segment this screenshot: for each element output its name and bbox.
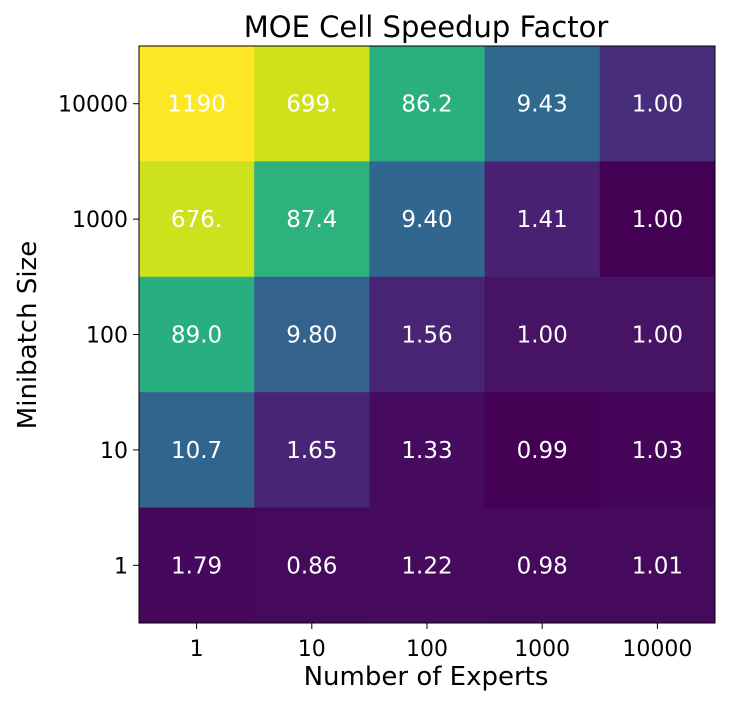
x-tick-label: 1 <box>190 637 204 662</box>
cell-value-r3-c0: 10.7 <box>171 438 222 464</box>
heatmap-cell-r1-c1 <box>254 161 370 278</box>
heatmap-cell-r1-c0 <box>139 161 255 278</box>
cell-value-r0-c1: 699. <box>286 92 337 118</box>
cell-value-r0-c3: 9.43 <box>517 92 568 118</box>
heatmap-cell-r2-c3 <box>484 276 601 393</box>
heatmap-cell-r4-c3 <box>484 507 601 624</box>
x-tick-label: 1000 <box>514 637 570 662</box>
x-tick-label: 100 <box>406 637 448 662</box>
y-tick-label: 10000 <box>58 93 128 118</box>
heatmap-cell-r3-c0 <box>139 392 255 509</box>
heatmap-cell-r3-c3 <box>484 392 601 509</box>
cell-value-r1-c3: 1.41 <box>517 207 568 233</box>
heatmap-cells <box>139 46 716 624</box>
heatmap-cell-r1-c3 <box>484 161 601 278</box>
chart-title: MOE Cell Speedup Factor <box>244 10 609 44</box>
x-tick-label: 10 <box>298 637 326 662</box>
heatmap-cell-r2-c4 <box>599 276 716 393</box>
x-axis-label: Number of Experts <box>304 662 549 692</box>
heatmap-cell-r4-c1 <box>254 507 370 624</box>
y-tick-label: 1 <box>114 554 128 579</box>
heatmap-cell-r2-c2 <box>369 276 486 393</box>
heatmap-cell-r3-c2 <box>369 392 486 509</box>
cell-value-r3-c4: 1.03 <box>632 438 683 464</box>
heatmap-cell-r3-c1 <box>254 392 370 509</box>
x-axis-ticks: 1 10 100 1000 10000 <box>190 623 692 662</box>
cell-value-r3-c3: 0.99 <box>517 438 568 464</box>
cell-value-r4-c4: 1.01 <box>632 553 683 579</box>
y-tick-label: 10 <box>100 439 128 464</box>
heatmap-cell-r0-c3 <box>484 46 601 162</box>
cell-value-r3-c1: 1.65 <box>286 438 337 464</box>
x-tick-label: 10000 <box>622 637 692 662</box>
heatmap-cell-r4-c4 <box>599 507 716 624</box>
heatmap-cell-r2-c0 <box>139 276 255 393</box>
y-axis-label: Minibatch Size <box>13 241 43 429</box>
cell-value-r4-c0: 1.79 <box>171 553 222 579</box>
heatmap-cell-labels: 1190 699. 86.2 9.43 1.00 676. 87.4 9.40 1.41 1.00… <box>167 92 683 580</box>
heatmap-cell-r1-c4 <box>599 161 716 278</box>
y-axis-ticks: 10000 1000 100 10 1 <box>58 93 139 579</box>
cell-value-r2-c0: 89.0 <box>171 323 222 349</box>
heatmap-cell-r0-c4 <box>599 46 716 162</box>
heatmap-cell-r2-c1 <box>254 276 370 393</box>
cell-value-r2-c3: 1.00 <box>517 323 568 349</box>
heatmap-cell-r3-c4 <box>599 392 716 509</box>
cell-value-r0-c0: 1190 <box>167 92 226 118</box>
cell-value-r0-c4: 1.00 <box>632 92 683 118</box>
cell-value-r1-c4: 1.00 <box>632 207 683 233</box>
y-tick-label: 1000 <box>72 208 128 233</box>
heatmap-cell-r0-c2 <box>369 46 486 162</box>
heatmap-cell-r0-c0 <box>139 46 255 162</box>
cell-value-r1-c0: 676. <box>171 207 222 233</box>
cell-value-r2-c2: 1.56 <box>401 323 452 349</box>
heatmap-cell-r1-c2 <box>369 161 486 278</box>
heatmap-cell-r4-c2 <box>369 507 486 624</box>
heatmap-cell-r0-c1 <box>254 46 370 162</box>
cell-value-r1-c2: 9.40 <box>401 207 452 233</box>
cell-value-r4-c3: 0.98 <box>517 553 568 579</box>
cell-value-r0-c2: 86.2 <box>401 92 452 118</box>
cell-value-r1-c1: 87.4 <box>286 207 337 233</box>
cell-value-r2-c1: 9.80 <box>286 323 337 349</box>
cell-value-r3-c2: 1.33 <box>401 438 452 464</box>
cell-value-r4-c1: 0.86 <box>286 553 337 579</box>
cell-value-r2-c4: 1.00 <box>632 323 683 349</box>
heatmap-cell-r4-c0 <box>139 507 255 624</box>
y-tick-label: 100 <box>86 324 128 349</box>
cell-value-r4-c2: 1.22 <box>401 553 452 579</box>
